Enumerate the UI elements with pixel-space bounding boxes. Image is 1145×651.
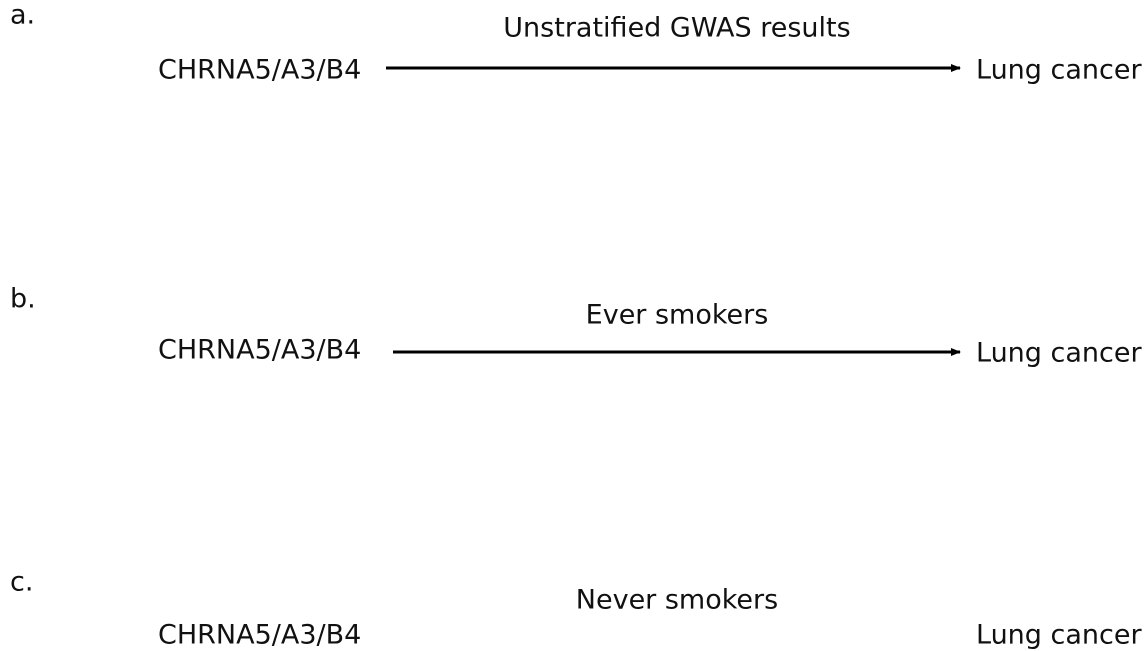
source-node: CHRNA5/A3/B4: [158, 55, 361, 86]
source-node: CHRNA5/A3/B4: [158, 620, 361, 651]
edge-label: Unstratified GWAS results: [503, 13, 850, 44]
target-node: Lung cancer: [976, 55, 1142, 86]
edge-label: Ever smokers: [586, 300, 769, 331]
edge-label: Never smokers: [576, 585, 778, 616]
source-node: CHRNA5/A3/B4: [158, 335, 361, 366]
panel-label: b.: [10, 284, 36, 315]
target-node: Lung cancer: [976, 620, 1142, 651]
panel-label: c.: [10, 567, 33, 598]
panel-b: b. CHRNA5/A3/B4 Ever smokers Lung cancer: [10, 284, 1142, 369]
target-node: Lung cancer: [976, 338, 1142, 369]
panel-label: a.: [10, 0, 35, 31]
panel-c: c. CHRNA5/A3/B4 Never smokers Lung cance…: [10, 567, 1142, 651]
panel-a: a. CHRNA5/A3/B4 Unstratified GWAS result…: [10, 0, 1142, 86]
